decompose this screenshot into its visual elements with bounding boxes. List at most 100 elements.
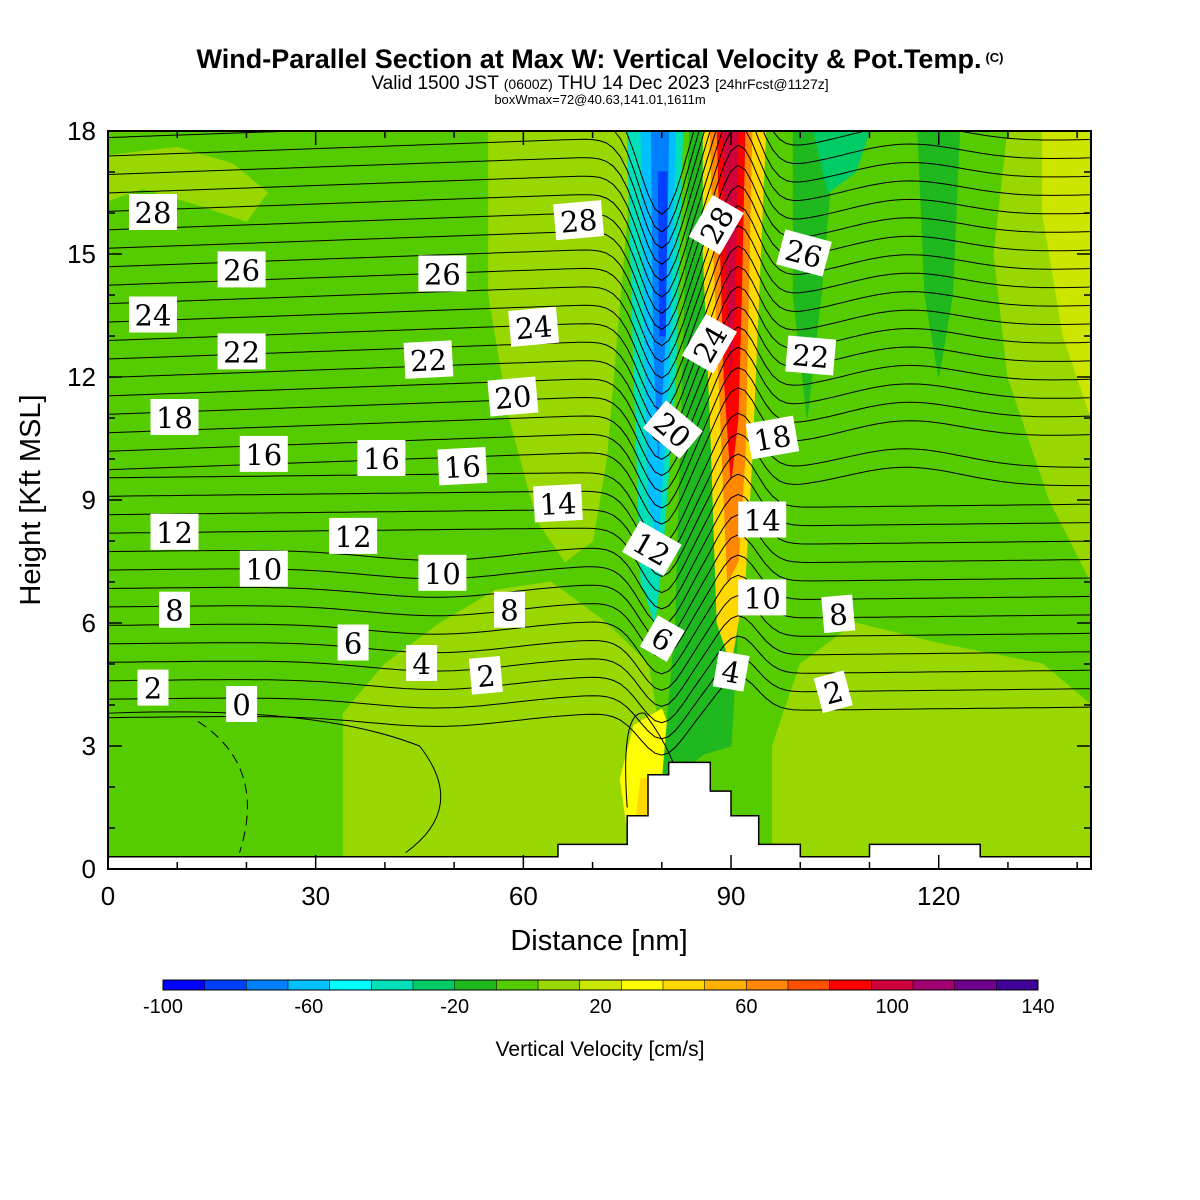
isentrope-label-box	[329, 517, 378, 554]
isentrope-label: 20	[487, 376, 539, 417]
colorbar-tick-label: 20	[589, 996, 611, 1018]
isentrope-label-box	[688, 195, 744, 255]
y-tick-label: 3	[82, 731, 96, 761]
isentrope-label-box	[553, 200, 605, 241]
box-wmax-info: boxWmax=72@40.63,141.01,1611m	[494, 92, 706, 107]
colorbar-swatch	[413, 980, 456, 990]
isentrope-label-box	[821, 594, 856, 634]
colorbar-tick-label: -100	[143, 996, 183, 1018]
isentrope-label-box	[487, 376, 539, 417]
isentrope-line	[108, 615, 1091, 707]
isentrope-label: 12	[150, 513, 199, 550]
colorbar-swatch	[538, 980, 581, 990]
isentrope-label-text: 2	[475, 659, 496, 694]
isentrope-label-box	[239, 435, 288, 472]
colorbar-tick-label: -20	[440, 996, 469, 1018]
isentrope-label-text: 24	[135, 299, 172, 333]
isentrope-label-box	[639, 615, 685, 662]
isentrope-label: 18	[150, 399, 199, 435]
isentrope-line	[108, 131, 1091, 298]
vertical-velocity-field	[108, 131, 1091, 858]
isentrope-label: 4	[712, 650, 750, 692]
x-tick-label: 90	[717, 881, 746, 911]
isentrope-line	[108, 245, 1091, 412]
isentrope-label-box	[150, 513, 199, 550]
isentrope-label-text: 4	[412, 647, 430, 681]
forecast-info: [24hrFcst@1127z]	[715, 76, 829, 92]
isentrope-label-box	[217, 333, 266, 370]
isentrope-label: 24	[129, 296, 177, 333]
colorbar-swatch	[663, 980, 706, 990]
colorbar-swatch	[788, 980, 831, 990]
colorbar-swatch	[996, 980, 1039, 990]
isentrope-label-box	[738, 579, 787, 616]
colorbar-swatch	[954, 980, 997, 990]
isentrope-line	[108, 286, 1091, 444]
colorbar-swatch	[579, 980, 622, 990]
isentrope-label: 26	[418, 255, 467, 292]
isentrope-label-text: 26	[223, 253, 260, 287]
isentrope-label-box	[813, 670, 853, 714]
isentrope-line	[108, 594, 1091, 691]
isentrope-label-text: 12	[335, 520, 372, 554]
chart-subtitle: Valid 1500 JST (0600Z) THU 14 Dec 2023 […	[0, 74, 1200, 94]
isentrope-label-text: 22	[223, 335, 260, 369]
isentrope-label: 22	[785, 335, 837, 376]
isentrope-label: 26	[217, 251, 266, 288]
isentrope-label-box	[494, 591, 525, 628]
isentrope-label-text: 26	[424, 258, 461, 292]
isentrope-label-text: 8	[828, 597, 849, 632]
updraft-low-contour	[625, 712, 677, 808]
isentrope-label-box	[150, 399, 199, 435]
isentrope-line	[108, 412, 1091, 545]
isentrope-line	[108, 675, 1091, 756]
isentrope-label-box	[159, 591, 190, 628]
isentrope-line	[108, 306, 1091, 460]
isentrope-line	[108, 131, 1091, 282]
colorbar-tick-label: 140	[1021, 996, 1054, 1018]
x-axis-ticks: 0 30 60 90 120	[101, 131, 1078, 911]
isentrope-label: 0	[226, 686, 258, 722]
isentrope-label-text: 10	[424, 557, 461, 591]
isentrope-label: 28	[553, 200, 605, 241]
y-tick-label: 9	[82, 485, 96, 515]
colorbar-tick-label: -60	[294, 996, 323, 1018]
valid-utc: (0600Z)	[503, 76, 553, 92]
isentrope-label: 24	[508, 306, 560, 347]
isentrope-line	[108, 131, 705, 249]
colorbar-swatch	[204, 980, 247, 990]
x-tick-label: 30	[301, 881, 330, 911]
isentrope-label-text: 14	[539, 486, 578, 522]
isentrope-label: 14	[738, 501, 787, 538]
isentrope-line	[108, 205, 1091, 379]
isentrope-label-box	[406, 645, 438, 681]
isentrope-label: 6	[337, 624, 369, 661]
isentrope-label-box	[468, 656, 503, 695]
isentrope-label: 22	[403, 340, 454, 379]
x-axis-label: Distance [nm]	[510, 925, 687, 957]
valid-date: THU 14 Dec 2023	[557, 73, 710, 94]
isentrope-label: 28	[129, 194, 177, 230]
colorbar-swatch	[871, 980, 914, 990]
terrain-profile	[107, 761, 1092, 870]
chart-title: Wind-Parallel Section at Max W: Vertical…	[0, 44, 1200, 75]
isentrope-label-text: 10	[744, 581, 781, 615]
isentrope-label-text: 28	[135, 196, 172, 230]
isentrope-label-box	[239, 550, 288, 587]
colorbar-swatch	[621, 980, 664, 990]
isentrope-label-text: 22	[791, 338, 831, 375]
colorbar-swatch	[454, 980, 497, 990]
isentrope-label-text: 6	[344, 627, 362, 661]
isentrope-line	[108, 265, 1091, 428]
isentrope-label-text: 8	[500, 594, 518, 628]
isentrope-label-box	[403, 340, 454, 379]
colorbar-swatch	[829, 980, 872, 990]
colorbar-swatch	[288, 980, 331, 990]
field-region-right-lower	[772, 622, 1091, 858]
isentrope-label-box	[437, 446, 488, 486]
colorbar-swatch	[704, 980, 747, 990]
y-tick-label: 18	[67, 116, 96, 146]
isentrope-label-box	[418, 554, 467, 591]
